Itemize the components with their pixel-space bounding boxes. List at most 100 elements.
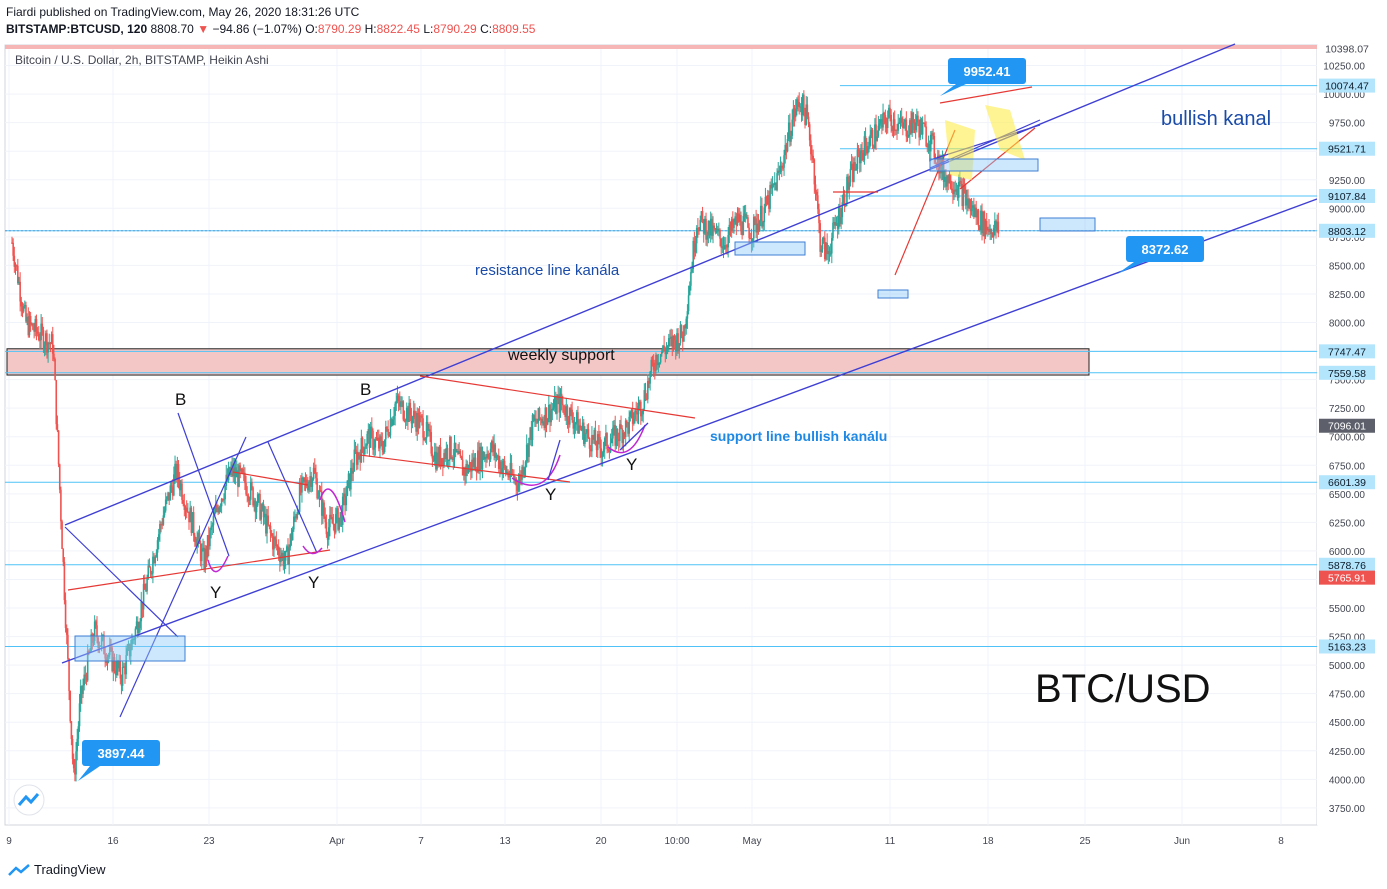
candle-body (702, 219, 705, 234)
candle-body (811, 154, 813, 156)
candle-body (18, 281, 20, 284)
candle-body (924, 123, 926, 127)
candle-body (807, 116, 810, 125)
candle-body (961, 184, 964, 207)
y-tick-label: 6750.00 (1329, 461, 1366, 472)
candle-body (298, 482, 301, 512)
candle-body (284, 550, 287, 561)
y-axis[interactable]: 3750.00 4000.00 4250.00 4500.00 4750.00 5000.… (1317, 41, 1387, 825)
candle-body (897, 123, 899, 131)
x-axis[interactable]: 9 16 23 Apr 7 13 20 10:00 May 11 18 25 Jun 8 (6, 836, 1284, 847)
candle-body (524, 461, 527, 469)
candle-body (78, 703, 81, 727)
x-tick-label: Apr (329, 836, 345, 847)
candle-body (688, 285, 691, 296)
candle-body (223, 499, 225, 501)
candle-body (235, 470, 238, 478)
candle-body (411, 417, 414, 424)
candle-body (765, 196, 768, 205)
candle-body (393, 415, 395, 420)
price-callout-box (82, 740, 160, 766)
chart-area[interactable]: bullish kanal resistance line kanála weekl… (0, 40, 1387, 856)
price-change: −94.86 (−1.07%) (212, 22, 302, 36)
candle-body (704, 218, 706, 234)
candle-body (58, 464, 61, 490)
candle-body (214, 505, 217, 513)
candle-body (129, 649, 132, 657)
candle-body (804, 109, 806, 125)
y-tick-label: 6000.00 (1329, 547, 1366, 558)
channel-resistance-line (64, 43, 1236, 526)
candle-body (140, 601, 143, 622)
price-label-box (1319, 223, 1375, 238)
candle-body (277, 546, 280, 556)
candle-body (996, 221, 998, 231)
candle-body (240, 468, 243, 472)
candle-body (77, 726, 80, 739)
candle-body (28, 316, 31, 336)
candle-body (713, 225, 715, 228)
drawings: bullish kanal resistance line kanála weekl… (61, 43, 1318, 718)
candle-body (415, 419, 417, 432)
candle-body (189, 507, 191, 523)
candle-body (911, 112, 913, 134)
tradingview-button[interactable] (13, 784, 45, 816)
candle-body (566, 406, 569, 421)
candle-body (320, 491, 323, 516)
zones (5, 45, 1317, 376)
candle-body (201, 549, 203, 562)
symbol-label[interactable]: BITSTAMP:BTCUSD, 120 (6, 22, 148, 36)
x-tick-label: 7 (418, 836, 424, 847)
candle-body (149, 567, 152, 574)
candle-body (796, 99, 798, 110)
candle-body (863, 136, 866, 161)
candle-body (86, 651, 89, 681)
candle-body (357, 452, 359, 465)
x-tick-label: 18 (982, 836, 994, 847)
candle-body (755, 218, 757, 233)
candle-body (85, 676, 88, 681)
candle-body (687, 295, 690, 312)
candle-body (71, 739, 74, 759)
candle-body (680, 325, 683, 337)
candle-body (376, 437, 379, 440)
candle-body (945, 176, 947, 187)
candle-body (366, 433, 368, 446)
candle-body (752, 216, 755, 239)
candle-body (509, 462, 512, 478)
price-label: 10398.07 (1325, 44, 1369, 56)
low-label: L: (423, 22, 434, 36)
highlight-box (74, 635, 186, 662)
candle-body (168, 492, 171, 501)
candle-body (559, 393, 562, 413)
candle-body (657, 362, 660, 366)
candle-body (674, 340, 677, 352)
candle-body (641, 414, 643, 417)
candle-body (778, 170, 781, 173)
candle-body (722, 246, 725, 250)
candle-body (719, 229, 721, 239)
candle-body (190, 507, 193, 533)
candle-body (93, 621, 96, 641)
candle-body (837, 207, 840, 229)
candle-body (536, 422, 538, 424)
candle-body (155, 552, 158, 557)
candle-body (814, 184, 817, 192)
candle-body (372, 430, 374, 450)
candle-body (608, 450, 611, 453)
price-label-box (1319, 188, 1375, 203)
change-arrow: ▼ (197, 22, 210, 36)
candle-body (309, 476, 311, 483)
candle-body (12, 242, 14, 256)
candle-body (231, 464, 233, 469)
footer-brand[interactable]: TradingView (34, 862, 106, 877)
wave-label-b: B (175, 390, 186, 409)
candle-body (808, 124, 811, 141)
candle-body (577, 412, 579, 434)
candle-body (359, 455, 361, 463)
candle-body (745, 217, 748, 219)
candle-body (98, 645, 101, 648)
wave-arc (302, 545, 323, 555)
candle-body (612, 427, 614, 439)
candle-body (553, 395, 556, 408)
